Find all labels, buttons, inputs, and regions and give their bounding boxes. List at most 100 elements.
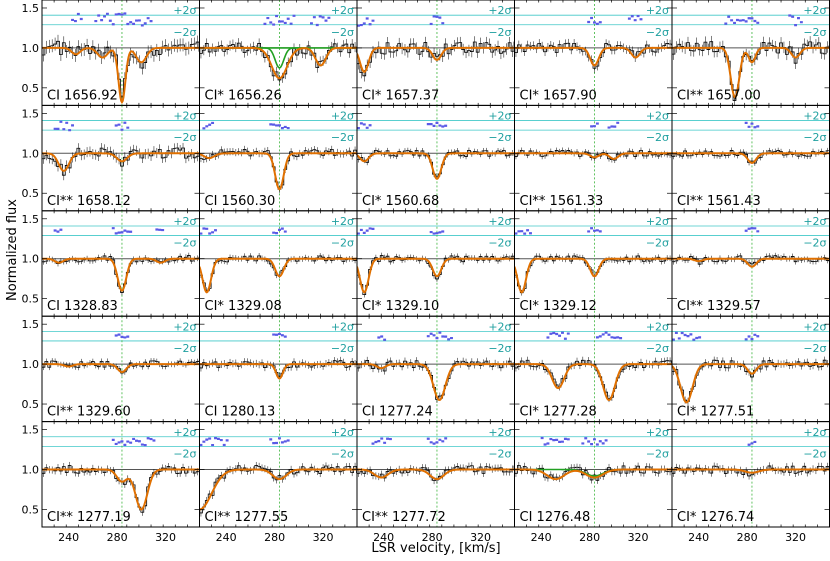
y-tick-label: 1.0 [22, 253, 40, 266]
y-tick-label: 0.5 [22, 398, 40, 411]
plus-2sigma-label: +2σ [173, 110, 196, 123]
minus-2sigma-label: −2σ [488, 131, 511, 144]
residuals [202, 121, 290, 130]
model-curve [672, 363, 830, 404]
data-spectrum [357, 255, 515, 296]
x-tick-label: 240 [58, 531, 79, 544]
model-curve [514, 46, 672, 67]
minus-2sigma-label: −2σ [646, 447, 669, 460]
minus-2sigma-label: −2σ [803, 26, 826, 39]
model-curve [357, 152, 515, 180]
panel: +2σ −2σ CI* 1277.51 [671, 315, 830, 423]
model-curve [672, 152, 830, 164]
minus-2sigma-label: −2σ [173, 131, 196, 144]
residuals [590, 121, 620, 129]
minus-2sigma-label: −2σ [803, 131, 826, 144]
minus-2sigma-label: −2σ [803, 342, 826, 355]
panel: 240 280 320 +2σ −2σ CI* 1276.74 [671, 421, 830, 544]
model-curve [42, 257, 200, 292]
plus-2sigma-label: +2σ [646, 110, 669, 123]
x-tick-label: 240 [531, 531, 552, 544]
residuals [514, 227, 602, 235]
model-curve [357, 46, 515, 73]
residuals [357, 15, 445, 27]
line-label: CI* 1277.28 [520, 405, 597, 420]
x-tick-label: 280 [422, 531, 443, 544]
x-tick-label: 240 [216, 531, 237, 544]
line-label: CI* 1329.12 [520, 299, 597, 314]
data-spectrum [514, 465, 672, 481]
panel: 240 280 320 +2σ −2σ CI** 1277.55 [199, 421, 358, 544]
data-spectrum [672, 359, 830, 402]
line-label: CI 1280.13 [205, 405, 276, 420]
y-tick-label: 1.0 [22, 464, 40, 477]
residuals [272, 332, 287, 338]
line-label: CI** 1277.19 [47, 510, 131, 525]
y-tick-label: 1.0 [22, 358, 40, 371]
model-curve [514, 152, 672, 160]
residuals [587, 14, 643, 25]
data-spectrum [357, 41, 515, 77]
panel-plot-area [357, 421, 515, 527]
x-tick-label: 240 [688, 531, 709, 544]
plus-2sigma-label: +2σ [646, 4, 669, 17]
panel: +2σ −2σ CI* 1657.90 [514, 0, 673, 106]
x-tick-label: 320 [155, 531, 176, 544]
residuals [672, 331, 760, 341]
panel-plot-area [42, 105, 200, 211]
data-spectrum [672, 465, 830, 477]
y-tick-label: 1.5 [22, 107, 40, 120]
minus-2sigma-label: −2σ [488, 342, 511, 355]
panel: +2σ −2σ CI* 1329.08 [199, 210, 358, 317]
data-spectrum [42, 147, 200, 176]
residuals [747, 440, 757, 446]
minus-2sigma-label: −2σ [173, 26, 196, 39]
y-tick-label: 0.5 [22, 293, 40, 306]
x-tick-label: 320 [628, 531, 649, 544]
minus-2sigma-label: −2σ [173, 447, 196, 460]
line-label: CI** 1561.43 [677, 194, 761, 209]
plus-2sigma-label: +2σ [803, 426, 826, 439]
line-label: CI* 1657.37 [362, 88, 439, 103]
panel: +2σ −2σ CI 1277.24 [356, 315, 515, 423]
plus-2sigma-label: +2σ [488, 320, 511, 333]
residuals [199, 227, 287, 235]
panel: 240 280 320 +2σ −2σ CI** 1277.72 [356, 421, 515, 544]
panel: +2σ −2σ CI 1560.30 [199, 104, 358, 212]
panel-plot-area [42, 316, 200, 422]
panel-plot-area [199, 421, 357, 527]
panel-plot-area [514, 105, 672, 211]
data-spectrum [199, 42, 357, 81]
panel-plot-area [357, 316, 515, 422]
minus-2sigma-label: −2σ [331, 237, 354, 250]
y-tick-label: 1.5 [22, 213, 40, 226]
minus-2sigma-label: −2σ [646, 342, 669, 355]
panel-plot-area [514, 316, 672, 422]
panel: +2σ −2σ CI* 1656.26 [199, 0, 358, 106]
model-curve [357, 468, 515, 481]
panel: 0.5 1.0 1.5 +2σ −2σ CI** 1329.60 [22, 315, 200, 423]
y-tick-label: 1.5 [22, 424, 40, 437]
panel: 0.5 1.0 1.5 +2σ −2σ CI 1656.92 [22, 0, 200, 106]
plus-2sigma-label: +2σ [331, 320, 354, 333]
line-label: CI 1277.24 [362, 405, 433, 420]
plus-2sigma-label: +2σ [331, 4, 354, 17]
model-curve [42, 46, 200, 105]
model-curve [514, 468, 672, 481]
model-curve [357, 363, 515, 402]
line-label: CI** 1561.33 [520, 194, 604, 209]
data-spectrum [672, 41, 830, 101]
residuals [377, 331, 453, 341]
line-label: CI* 1560.68 [362, 194, 439, 209]
plus-2sigma-label: +2σ [331, 110, 354, 123]
panel: +2σ −2σ CI* 1329.12 [514, 210, 673, 317]
panel-plot-area [199, 105, 357, 211]
panel-plot-area [357, 210, 515, 317]
panel-plot-area [672, 105, 830, 211]
x-tick-label: 320 [313, 531, 334, 544]
model-curve [514, 257, 672, 294]
model-curve [199, 257, 357, 294]
minus-2sigma-label: −2σ [488, 26, 511, 39]
panel: +2σ −2σ CI 1280.13 [199, 315, 358, 423]
